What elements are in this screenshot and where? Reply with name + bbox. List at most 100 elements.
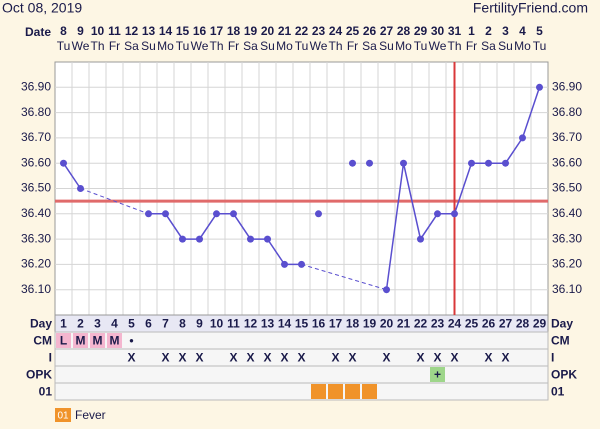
row (54, 382, 549, 401)
day-number: 6 (145, 317, 152, 331)
date-label: Date (25, 25, 51, 39)
day-number: 28 (516, 317, 530, 331)
weekday: Fr (466, 39, 477, 53)
day-number: 20 (380, 317, 394, 331)
temp-line (385, 87, 541, 290)
y-tick-label-right: 36.40 (552, 206, 582, 220)
day-number: 12 (244, 317, 258, 331)
day-label-right: Day (551, 317, 573, 331)
date: 13 (142, 24, 156, 38)
temp-point (383, 286, 390, 294)
date: 27 (380, 24, 394, 38)
date: 20 (261, 24, 275, 38)
y-tick-label: 36.20 (21, 257, 51, 271)
temp-point (298, 260, 305, 268)
date: 24 (329, 24, 343, 38)
date: 8 (60, 24, 67, 38)
highlight-cell (107, 333, 122, 348)
gap-bridge (301, 263, 387, 291)
weekday: Tu (57, 39, 71, 53)
date: 5 (536, 24, 543, 38)
highlight-cell (430, 367, 445, 382)
cell: X (229, 351, 237, 365)
cell: X (127, 351, 135, 365)
day-number: 23 (431, 317, 445, 331)
date: 21 (278, 24, 292, 38)
highlight-cell (73, 333, 88, 348)
date: 4 (519, 24, 526, 38)
weekday: Fr (228, 39, 239, 53)
temp-point (400, 159, 407, 167)
temp-point (468, 159, 475, 167)
y-tick-label: 36.30 (21, 231, 51, 245)
temp-point (536, 83, 543, 91)
weekday: Th (328, 39, 342, 53)
day-number: 22 (414, 317, 428, 331)
weekday: Mo (514, 39, 531, 53)
row-label: 01 (39, 385, 53, 399)
y-tick-label: 36.10 (21, 282, 51, 296)
cell: X (433, 351, 441, 365)
gap-bridge (80, 188, 149, 215)
temp-point (281, 260, 288, 268)
date: 19 (244, 24, 258, 38)
temp-point (519, 134, 526, 142)
day-number: 17 (329, 317, 343, 331)
temp-point (162, 210, 169, 218)
temp-point (230, 210, 237, 218)
temp-point (179, 235, 186, 243)
day-number: 7 (162, 317, 169, 331)
date: 16 (193, 24, 207, 38)
date: 1 (468, 24, 475, 38)
day-number: 24 (448, 317, 462, 331)
day-number: 2 (77, 317, 84, 331)
cell: X (501, 351, 509, 365)
weekday: Th (209, 39, 223, 53)
day-number: 3 (94, 317, 101, 331)
weekday: Tu (176, 39, 190, 53)
day-number: 9 (196, 317, 203, 331)
cell: M (93, 334, 103, 348)
temp-point (451, 210, 458, 218)
temp-point (502, 159, 509, 167)
y-tick-label-right: 36.90 (552, 79, 582, 93)
y-tick-label-right: 36.10 (552, 282, 582, 296)
weekday: Su (141, 39, 156, 53)
day-number: 13 (261, 317, 275, 331)
highlight-cell (90, 333, 105, 348)
y-tick-label: 36.80 (21, 105, 51, 119)
day-number: 15 (295, 317, 309, 331)
cell: X (416, 351, 424, 365)
temp-line (62, 162, 82, 189)
temp-point (77, 185, 84, 192)
weekday: Su (498, 39, 513, 53)
weekday: Sa (481, 39, 496, 53)
day-number: 25 (465, 317, 479, 331)
weekday: Tu (414, 39, 428, 53)
y-tick-label: 36.50 (21, 181, 51, 195)
date: 29 (414, 24, 428, 38)
day-number: 19 (363, 317, 377, 331)
date: 28 (397, 24, 411, 38)
weekday: Tu (533, 39, 547, 53)
date: 3 (502, 24, 509, 38)
temp-point (60, 159, 67, 167)
chart-title: Oct 08, 2019 (2, 0, 82, 16)
weekday: We (429, 39, 447, 53)
weekday: Fr (109, 39, 120, 53)
day-number: 8 (179, 317, 186, 331)
weekday: Th (90, 39, 104, 53)
date: 11 (108, 24, 121, 38)
weekday: We (310, 39, 328, 53)
date: 18 (227, 24, 241, 38)
date: 30 (431, 24, 445, 38)
weekday: Sa (362, 39, 377, 53)
cell: X (331, 351, 339, 365)
temp-point (196, 235, 203, 243)
cell: X (246, 351, 254, 365)
day-number: 10 (210, 317, 224, 331)
weekday: Su (260, 39, 275, 53)
cell: X (348, 351, 356, 365)
highlight-cell (56, 333, 71, 348)
legend-code: 01 (57, 411, 69, 422)
